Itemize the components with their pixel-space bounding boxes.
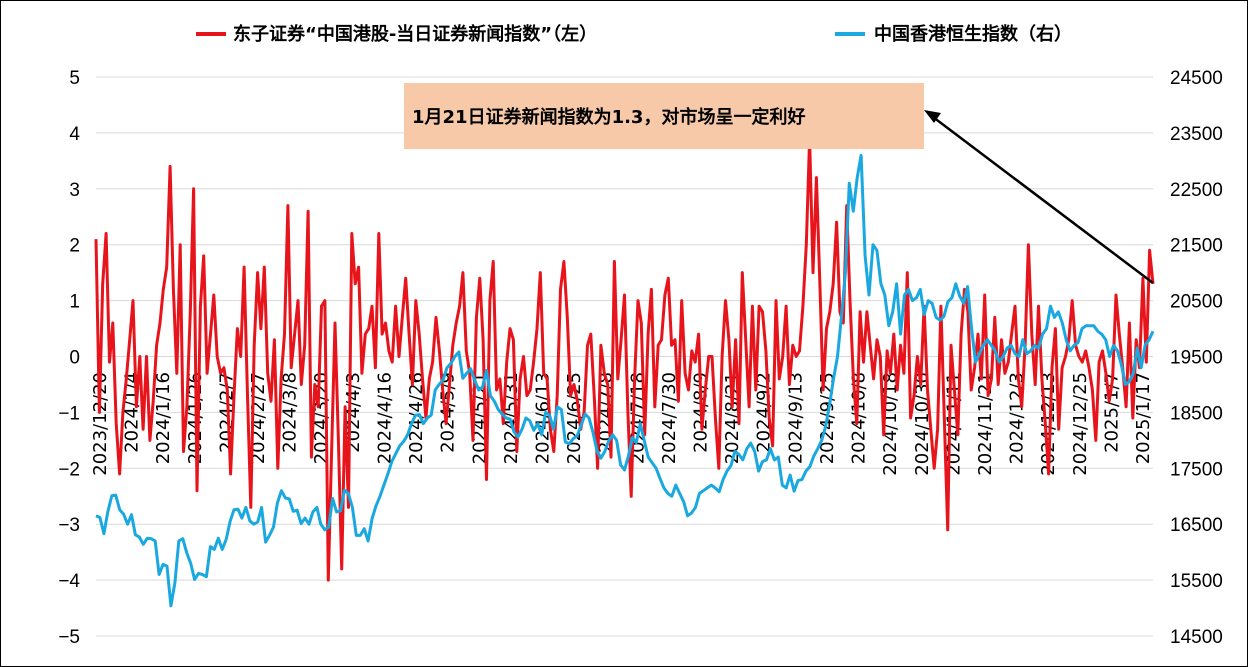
left-tick-label: −5 — [58, 627, 80, 648]
x-tick-label: 2024/4/26 — [406, 372, 427, 464]
right-tick-label: 21500 — [1170, 236, 1223, 257]
left-tick-label: −3 — [58, 515, 80, 536]
annotation-arrow-line — [932, 116, 1154, 284]
legend-label-news-index: 东子证券“中国港股-当日证券新闻指数”（左） — [233, 23, 597, 45]
left-axis-ticks: 5 4 3 2 1 0 −1 −2 −3 −4 −5 — [58, 68, 80, 648]
left-tick-label: 3 — [69, 180, 80, 201]
left-tick-label: 4 — [69, 124, 80, 145]
x-tick-label: 2025/1/17 — [1133, 372, 1154, 464]
annotation: 1月21日证券新闻指数为1.3，对市场呈一定利好 — [404, 83, 1154, 284]
left-tick-label: 0 — [69, 348, 80, 369]
left-tick-label: 1 — [69, 292, 80, 313]
x-tick-label: 2024/12/3 — [1007, 372, 1028, 464]
x-tick-label: 2024/11/21 — [975, 372, 996, 476]
right-tick-label: 17500 — [1170, 459, 1223, 480]
series-line-news-index — [94, 137, 1155, 582]
right-axis-ticks: 24500 23500 22500 21500 20500 19500 18500 17500… — [1170, 68, 1223, 648]
annotation-arrow-head — [924, 110, 941, 123]
x-tick-label: 2024/4/16 — [374, 372, 395, 464]
right-tick-label: 14500 — [1170, 627, 1223, 648]
x-tick-label: 2023/12/20 — [90, 372, 111, 476]
right-tick-label: 24500 — [1170, 68, 1223, 89]
legend: 东子证券“中国港股-当日证券新闻指数”（左） 中国香港恒生指数（右） — [196, 23, 1072, 45]
left-tick-label: −1 — [58, 403, 80, 424]
annotation-box — [404, 83, 924, 149]
x-tick-label: 2024/9/13 — [785, 372, 806, 464]
annotation-text: 1月21日证券新闻指数为1.3，对市场呈一定利好 — [412, 106, 805, 128]
right-tick-label: 19500 — [1170, 348, 1223, 369]
left-tick-label: −2 — [58, 459, 80, 480]
left-tick-label: 5 — [69, 68, 80, 89]
x-tick-label: 2024/7/30 — [659, 372, 680, 464]
left-tick-label: −4 — [58, 571, 80, 592]
right-tick-label: 22500 — [1170, 180, 1223, 201]
legend-label-hang-seng: 中国香港恒生指数（右） — [874, 23, 1072, 45]
left-tick-label: 2 — [69, 236, 80, 257]
series-line-hang-seng — [95, 153, 1155, 608]
x-tick-label: 2024/3/8 — [280, 372, 301, 453]
x-tick-label: 2024/1/16 — [153, 372, 174, 464]
series-layer — [94, 137, 1155, 608]
right-tick-label: 20500 — [1170, 292, 1223, 313]
right-tick-label: 16500 — [1170, 515, 1223, 536]
right-tick-label: 18500 — [1170, 403, 1223, 424]
right-tick-label: 23500 — [1170, 124, 1223, 145]
x-tick-label: 2024/12/25 — [1070, 372, 1091, 476]
right-tick-label: 15500 — [1170, 571, 1223, 592]
